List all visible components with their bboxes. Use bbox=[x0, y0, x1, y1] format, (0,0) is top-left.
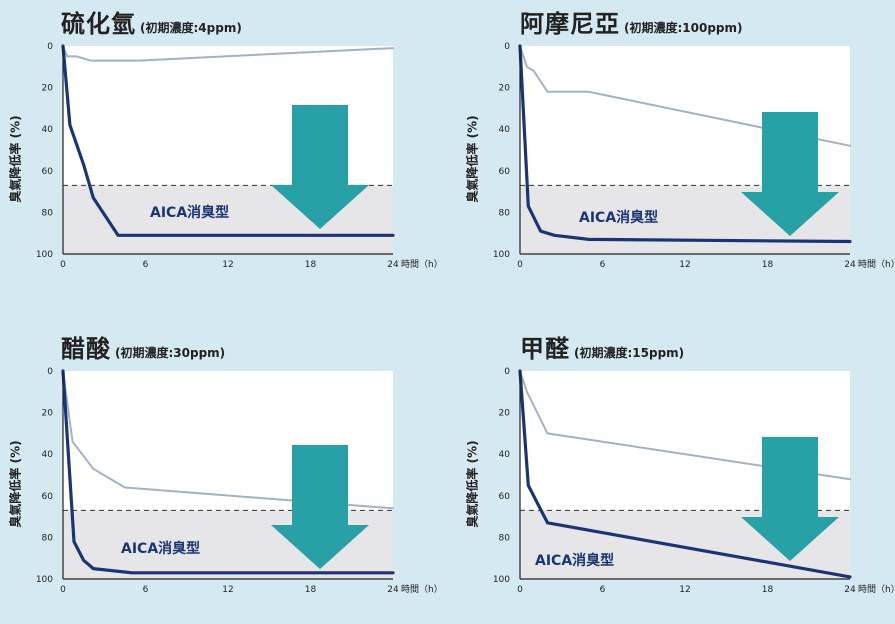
y-tick-label: 100 bbox=[493, 250, 510, 260]
y-tick-label: 80 bbox=[499, 533, 511, 543]
aica-band-label: AICA消臭型 bbox=[535, 552, 614, 569]
chart-ammonia: 阿摩尼亞 (初期濃度:100ppm) 臭氣降低率 (%) AICA消臭型 0 20 40… bbox=[457, 0, 895, 299]
y-tick-label: 80 bbox=[499, 208, 511, 218]
y-tick-label: 60 bbox=[499, 492, 511, 502]
x-tick-label: 18 bbox=[762, 585, 774, 595]
y-tick-label: 40 bbox=[42, 450, 54, 460]
y-tick-label: 0 bbox=[504, 42, 510, 52]
y-tick-label: 40 bbox=[499, 125, 511, 135]
y-tick-label: 40 bbox=[499, 450, 511, 460]
x-tick-label: 18 bbox=[305, 260, 317, 270]
x-tick-label: 12 bbox=[222, 260, 233, 270]
y-tick-label: 40 bbox=[42, 125, 54, 135]
down-arrow-icon bbox=[271, 105, 369, 229]
series-line-comparison bbox=[519, 45, 851, 147]
series-line-comparison bbox=[62, 45, 394, 62]
x-tick-label: 6 bbox=[600, 260, 606, 270]
x-tick-label: 18 bbox=[305, 585, 317, 595]
aica-band-label: AICA消臭型 bbox=[121, 540, 200, 557]
y-tick-label: 60 bbox=[42, 492, 54, 502]
x-tick-label: 24 bbox=[844, 585, 856, 595]
y-tick-label: 60 bbox=[499, 167, 511, 177]
chart-title: 阿摩尼亞 bbox=[520, 10, 620, 38]
chart-title-row: 硫化氫 (初期濃度:4ppm) bbox=[61, 4, 242, 39]
chart-title: 醋酸 bbox=[61, 335, 111, 363]
chart-formaldehyde: 甲醛 (初期濃度:15ppm) 臭氣降低率 (%) AICA消臭型 0 20 40 60 8… bbox=[457, 325, 895, 624]
chart-subtitle: (初期濃度:15ppm) bbox=[574, 346, 685, 360]
chart-subtitle: (初期濃度:30ppm) bbox=[115, 346, 226, 360]
down-arrow-icon bbox=[741, 437, 839, 561]
x-tick-label: 6 bbox=[143, 585, 149, 595]
x-tick-label: 6 bbox=[143, 260, 149, 270]
y-tick-label: 60 bbox=[42, 167, 54, 177]
chart-title-row: 阿摩尼亞 (初期濃度:100ppm) bbox=[520, 4, 743, 39]
y-tick-label: 20 bbox=[499, 84, 511, 94]
y-tick-label: 100 bbox=[36, 250, 53, 260]
chart-subtitle: (初期濃度:4ppm) bbox=[140, 21, 242, 35]
x-tick-label: 12 bbox=[679, 585, 690, 595]
x-tick-label: 18 bbox=[762, 260, 774, 270]
y-tick-label: 80 bbox=[42, 208, 54, 218]
chart-title: 硫化氫 bbox=[61, 10, 136, 38]
y-tick-label: 80 bbox=[42, 533, 54, 543]
y-tick-label: 20 bbox=[42, 409, 54, 419]
aica-band-label: AICA消臭型 bbox=[579, 209, 658, 226]
series-line-comparison bbox=[62, 370, 394, 510]
y-tick-label: 0 bbox=[504, 367, 510, 377]
x-tick-label: 0 bbox=[517, 260, 523, 270]
x-axis-label: 時間（h） bbox=[401, 584, 443, 595]
series-line-comparison bbox=[519, 370, 851, 481]
series-line-aica bbox=[61, 369, 395, 575]
series-line-aica bbox=[518, 44, 852, 244]
x-tick-label: 24 bbox=[387, 260, 399, 270]
chart-acetic-acid: 醋酸 (初期濃度:30ppm) 臭氣降低率 (%) AICA消臭型 0 20 40 60 8… bbox=[0, 325, 448, 624]
aica-band-label: AICA消臭型 bbox=[150, 204, 229, 221]
x-tick-label: 12 bbox=[679, 260, 690, 270]
chart-title-row: 甲醛 (初期濃度:15ppm) bbox=[520, 329, 684, 364]
series-line-aica bbox=[518, 369, 852, 579]
x-tick-label: 24 bbox=[844, 260, 856, 270]
x-tick-label: 0 bbox=[517, 585, 523, 595]
down-arrow-icon bbox=[271, 445, 369, 569]
x-tick-label: 12 bbox=[222, 585, 233, 595]
x-axis-label: 時間（h） bbox=[858, 259, 895, 270]
x-tick-label: 6 bbox=[600, 585, 606, 595]
y-tick-label: 100 bbox=[36, 575, 53, 585]
x-axis-label: 時間（h） bbox=[401, 259, 443, 270]
y-tick-label: 100 bbox=[493, 575, 510, 585]
series-line-aica bbox=[61, 44, 395, 237]
down-arrow-icon bbox=[741, 112, 839, 236]
y-tick-label: 20 bbox=[42, 84, 54, 94]
y-tick-label: 0 bbox=[47, 367, 53, 377]
x-tick-label: 24 bbox=[387, 585, 399, 595]
x-tick-label: 0 bbox=[60, 585, 66, 595]
chart-subtitle: (初期濃度:100ppm) bbox=[624, 21, 743, 35]
chart-hydrogen-sulfide: 硫化氫 (初期濃度:4ppm) 臭氣降低率 (%) AICA消臭型 0 20 40 60 8… bbox=[0, 0, 448, 299]
y-tick-label: 20 bbox=[499, 409, 511, 419]
y-tick-label: 0 bbox=[47, 42, 53, 52]
x-axis-label: 時間（h） bbox=[858, 584, 895, 595]
x-tick-label: 0 bbox=[60, 260, 66, 270]
chart-title-row: 醋酸 (初期濃度:30ppm) bbox=[61, 329, 225, 364]
chart-title: 甲醛 bbox=[520, 335, 570, 363]
